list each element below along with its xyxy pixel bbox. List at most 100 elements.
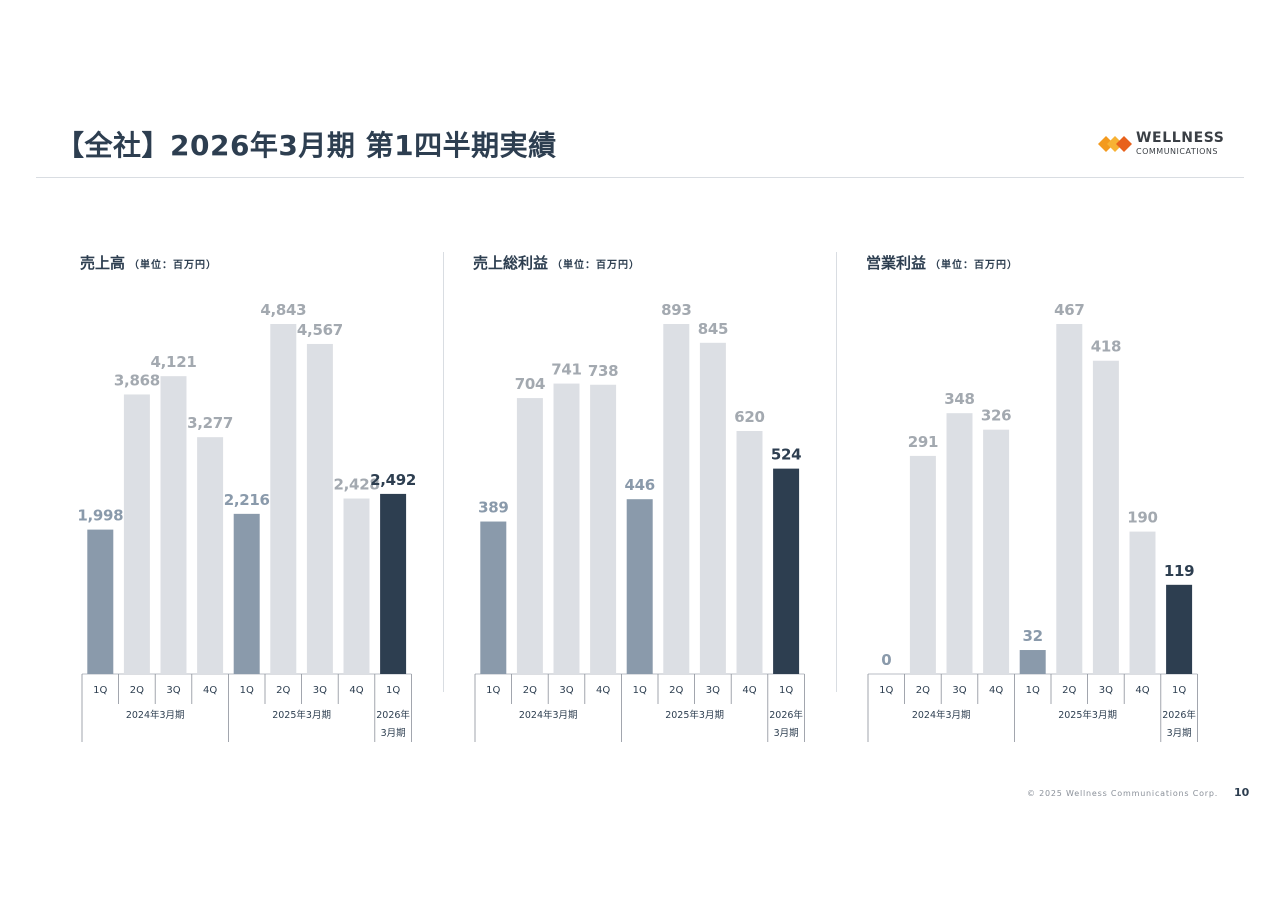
group-label-sales: 2025年3月期 — [272, 709, 331, 721]
group-label-sales: 3月期 — [381, 728, 406, 739]
chart-title-gross-profit: 売上総利益 （単位：百万円） — [473, 252, 640, 273]
value-label-sales: 1,998 — [77, 507, 123, 525]
logo-name: WELLNESS — [1136, 130, 1225, 146]
value-label-sales: 4,567 — [297, 321, 343, 339]
bar-gross-profit — [516, 398, 543, 674]
group-label-gross-profit: 3月期 — [774, 728, 799, 739]
value-label-operating-profit: 0 — [881, 651, 891, 669]
value-label-operating-profit: 467 — [1054, 301, 1084, 319]
bar-operating-profit — [983, 429, 1010, 674]
chart-title-sales-text: 売上高 — [80, 254, 126, 272]
bar-sales — [343, 498, 370, 674]
category-label-operating-profit: 1Q — [1172, 685, 1186, 696]
group-label-gross-profit: 2025年3月期 — [665, 709, 724, 721]
bar-gross-profit — [736, 430, 763, 674]
bar-operating-profit — [946, 413, 973, 674]
chart-unit-gross-profit: （単位：百万円） — [552, 260, 641, 271]
value-label-sales: 4,121 — [151, 353, 197, 371]
title-divider — [36, 177, 1244, 178]
chart-title-operating-profit-text: 営業利益 — [866, 254, 927, 272]
category-label-gross-profit: 1Q — [633, 685, 647, 696]
value-label-gross-profit: 845 — [698, 320, 728, 338]
value-label-operating-profit: 348 — [944, 390, 974, 408]
value-label-sales: 3,868 — [114, 371, 160, 389]
panel-divider — [836, 252, 837, 692]
logo-subtitle: COMMUNICATIONS — [1136, 147, 1218, 156]
group-label-gross-profit: 2026年 — [769, 709, 803, 721]
value-label-operating-profit: 190 — [1127, 509, 1157, 527]
group-label-operating-profit: 2025年3月期 — [1058, 709, 1117, 721]
value-label-sales: 2,492 — [370, 471, 416, 489]
value-label-gross-profit: 704 — [515, 375, 545, 393]
group-label-operating-profit: 2024年3月期 — [912, 709, 971, 721]
category-label-gross-profit: 3Q — [706, 685, 720, 696]
value-label-gross-profit: 620 — [734, 408, 764, 426]
category-label-operating-profit: 1Q — [1026, 685, 1040, 696]
chart-title-operating-profit: 営業利益 （単位：百万円） — [866, 252, 1018, 273]
value-label-sales: 2,428 — [334, 476, 380, 494]
bar-sales — [233, 513, 260, 674]
category-label-gross-profit: 4Q — [596, 685, 610, 696]
category-label-gross-profit: 4Q — [742, 685, 756, 696]
bar-sales — [160, 376, 187, 674]
category-label-sales: 1Q — [386, 685, 400, 696]
bar-gross-profit — [626, 499, 653, 674]
group-label-sales: 2026年 — [376, 709, 410, 721]
bar-operating-profit — [1166, 584, 1193, 674]
bar-gross-profit — [663, 324, 690, 674]
panel-divider — [443, 252, 444, 692]
category-label-gross-profit: 3Q — [559, 685, 573, 696]
value-label-operating-profit: 32 — [1023, 627, 1043, 645]
bar-operating-profit — [1092, 360, 1119, 674]
bar-gross-profit — [773, 468, 800, 674]
category-label-gross-profit: 1Q — [486, 685, 500, 696]
bar-sales — [87, 529, 114, 674]
bar-operating-profit — [909, 455, 936, 674]
bar-operating-profit — [1129, 531, 1156, 674]
group-label-operating-profit: 3月期 — [1167, 728, 1192, 739]
category-label-operating-profit: 3Q — [952, 685, 966, 696]
value-label-sales: 2,216 — [224, 491, 270, 509]
value-label-gross-profit: 524 — [771, 446, 801, 464]
value-label-gross-profit: 893 — [661, 301, 691, 319]
category-label-operating-profit: 2Q — [916, 685, 930, 696]
page-title: 【全社】2026年3月期 第1四半期実績 — [56, 129, 557, 162]
bar-sales — [123, 394, 150, 674]
category-label-gross-profit: 1Q — [779, 685, 793, 696]
category-label-sales: 4Q — [349, 685, 363, 696]
chart-title-gross-profit-text: 売上総利益 — [473, 254, 549, 272]
bar-operating-profit — [1019, 650, 1046, 674]
group-label-sales: 2024年3月期 — [126, 709, 185, 721]
bar-gross-profit — [699, 342, 726, 674]
category-label-sales: 3Q — [166, 685, 180, 696]
category-label-sales: 2Q — [130, 685, 144, 696]
bar-sales — [270, 324, 297, 674]
company-logo: WELLNESS COMMUNICATIONS — [1098, 130, 1228, 160]
group-label-operating-profit: 2026年 — [1162, 709, 1196, 721]
category-label-operating-profit: 4Q — [1135, 685, 1149, 696]
category-label-operating-profit: 1Q — [879, 685, 893, 696]
category-label-sales: 1Q — [240, 685, 254, 696]
category-label-operating-profit: 3Q — [1099, 685, 1113, 696]
bar-gross-profit — [590, 384, 617, 674]
value-label-operating-profit: 418 — [1091, 338, 1121, 356]
value-label-operating-profit: 291 — [908, 433, 938, 451]
bar-sales — [306, 343, 333, 674]
copyright-text: © 2025 Wellness Communications Corp. — [1027, 789, 1219, 798]
group-label-gross-profit: 2024年3月期 — [519, 709, 578, 721]
value-label-gross-profit: 446 — [624, 476, 654, 494]
value-label-sales: 4,843 — [260, 301, 306, 319]
chart-unit-sales: （単位：百万円） — [129, 260, 218, 271]
wellness-logo-icon — [1098, 136, 1132, 152]
value-label-operating-profit: 326 — [981, 407, 1011, 425]
category-label-operating-profit: 2Q — [1062, 685, 1076, 696]
value-label-operating-profit: 119 — [1164, 562, 1194, 580]
category-label-sales: 2Q — [276, 685, 290, 696]
category-label-sales: 4Q — [203, 685, 217, 696]
category-label-sales: 3Q — [313, 685, 327, 696]
category-label-sales: 1Q — [93, 685, 107, 696]
chart-unit-operating-profit: （単位：百万円） — [930, 260, 1019, 271]
category-label-gross-profit: 2Q — [669, 685, 683, 696]
bar-gross-profit — [480, 521, 507, 674]
value-label-gross-profit: 389 — [478, 499, 508, 517]
